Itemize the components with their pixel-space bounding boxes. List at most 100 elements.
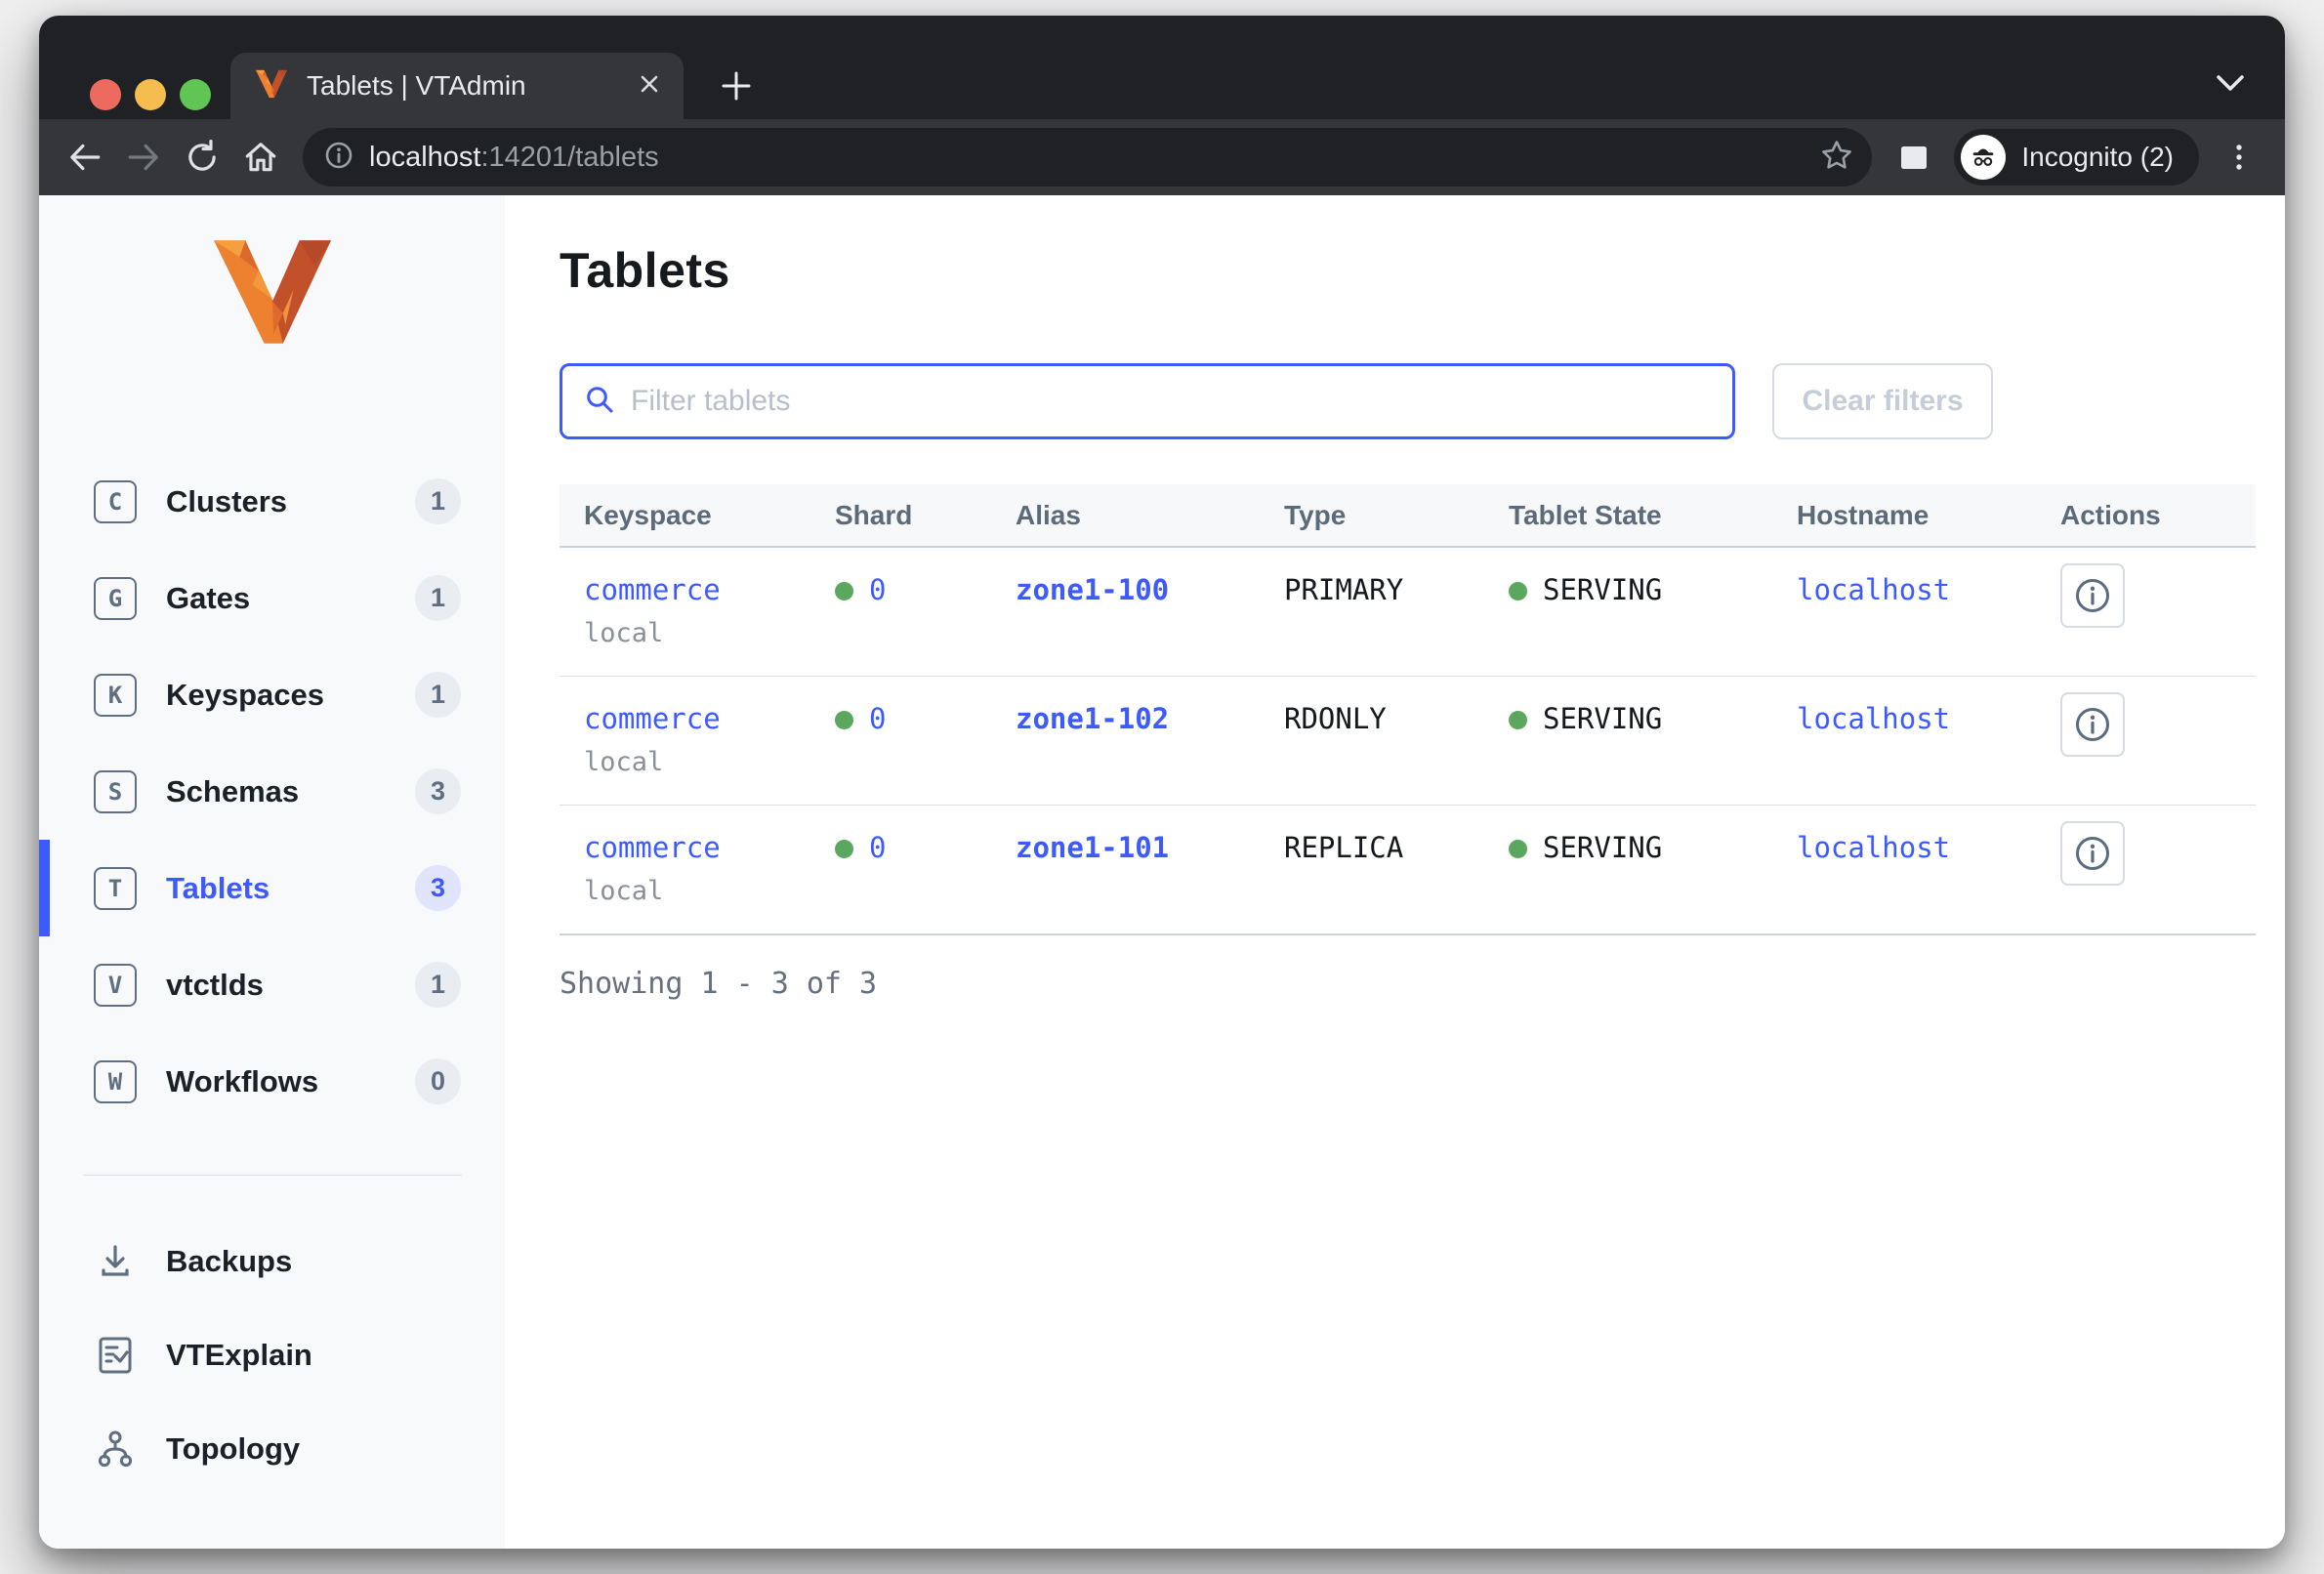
table-row: commerce local 0 zone1-100 PRIMARY SERVI… — [560, 547, 2256, 677]
tablet-alias-link[interactable]: zone1-101 — [1016, 831, 1170, 864]
address-bar[interactable]: localhost:14201/tablets — [303, 128, 1873, 186]
tablet-alias-link[interactable]: zone1-102 — [1016, 702, 1170, 735]
vitess-logo[interactable] — [39, 234, 505, 418]
page-title: Tablets — [560, 243, 730, 298]
column-header-keyspace: Keyspace — [560, 484, 810, 548]
tablet-info-button[interactable] — [2060, 692, 2125, 757]
letter-icon: C — [94, 479, 137, 523]
count-badge: 1 — [415, 575, 461, 621]
tab-tablets-vtadmin[interactable]: Tablets | VTAdmin — [230, 53, 684, 119]
sidebar-item-vtctlds[interactable]: V vtctlds 1 — [39, 936, 505, 1033]
filter-tablets-input[interactable] — [631, 385, 1713, 418]
shard-link[interactable]: 0 — [869, 702, 887, 735]
tab-title: Tablets | VTAdmin — [307, 70, 526, 101]
state-serving-dot — [1509, 711, 1527, 729]
count-badge: 0 — [415, 1058, 461, 1104]
sidebar-divider — [83, 1175, 462, 1176]
count-badge: 1 — [415, 962, 461, 1008]
hostname-link[interactable]: localhost — [1797, 702, 1951, 735]
new-tab-button[interactable] — [711, 61, 762, 111]
column-header-type: Type — [1260, 484, 1484, 548]
site-info-icon[interactable] — [324, 141, 353, 175]
tablet-state: SERVING — [1543, 702, 1663, 735]
tab-close-icon[interactable] — [637, 71, 662, 102]
side-panel-icon[interactable] — [1888, 131, 1940, 184]
back-icon[interactable] — [59, 131, 111, 184]
shard-serving-dot — [835, 582, 853, 601]
count-badge: 1 — [415, 478, 461, 524]
cluster-label: local — [584, 876, 664, 906]
shard-link[interactable]: 0 — [869, 573, 887, 606]
sidebar-item-label: Schemas — [166, 773, 300, 808]
table-header-row: Keyspace Shard Alias Type Tablet State H… — [560, 484, 2256, 548]
letter-icon: V — [94, 963, 137, 1007]
incognito-icon — [1961, 135, 2007, 180]
sidebar-item-label: Gates — [166, 580, 251, 615]
shard-serving-dot — [835, 840, 853, 858]
url-text: localhost:14201/tablets — [369, 142, 1819, 174]
window-controls — [90, 79, 211, 110]
sidebar: C Clusters 1 G Gates 1 K Keyspaces 1 S S… — [39, 195, 505, 1549]
sidebar-item-label: Clusters — [166, 483, 288, 518]
vtadmin-app: C Clusters 1 G Gates 1 K Keyspaces 1 S S… — [39, 195, 2285, 1549]
browser-window: Tablets | VTAdmin — [39, 16, 2285, 1549]
letter-icon: K — [94, 673, 137, 717]
sidebar-item-label: vtctlds — [166, 967, 264, 1002]
hostname-link[interactable]: localhost — [1797, 573, 1951, 606]
sidebar-item-label: Workflows — [166, 1063, 319, 1098]
menu-dots-icon[interactable] — [2213, 131, 2265, 184]
zoom-window-button[interactable] — [180, 79, 211, 110]
tab-strip: Tablets | VTAdmin — [39, 16, 2285, 119]
table-footer: Showing 1 - 3 of 3 — [560, 967, 878, 1001]
sidebar-item-workflows[interactable]: W Workflows 0 — [39, 1033, 505, 1130]
sidebar-item-keyspaces[interactable]: K Keyspaces 1 — [39, 646, 505, 743]
minimize-window-button[interactable] — [135, 79, 166, 110]
bookmark-star-icon[interactable] — [1819, 138, 1854, 178]
tablet-state: SERVING — [1543, 573, 1663, 606]
clear-filters-button[interactable]: Clear filters — [1772, 363, 1993, 439]
reload-icon[interactable] — [176, 131, 228, 184]
tablet-type: RDONLY — [1284, 702, 1387, 735]
count-badge: 1 — [415, 672, 461, 718]
hostname-link[interactable]: localhost — [1797, 831, 1951, 864]
sidebar-item-tablets[interactable]: T Tablets 3 — [39, 840, 505, 936]
count-badge: 3 — [415, 865, 461, 911]
shard-link[interactable]: 0 — [869, 831, 887, 864]
tablet-state: SERVING — [1543, 831, 1663, 864]
table-row: commerce local 0 zone1-102 RDONLY SERVIN… — [560, 676, 2256, 806]
keyspace-link[interactable]: commerce — [584, 573, 721, 606]
keyspace-link[interactable]: commerce — [584, 702, 721, 735]
filter-box — [560, 363, 1735, 439]
tablet-info-button[interactable] — [2060, 563, 2125, 628]
table-row: commerce local 0 zone1-101 REPLICA SERVI… — [560, 805, 2256, 935]
sidebar-item-gates[interactable]: G Gates 1 — [39, 550, 505, 646]
cluster-label: local — [584, 618, 664, 648]
tablets-table: Keyspace Shard Alias Type Tablet State H… — [560, 484, 2256, 935]
url-path: :14201/tablets — [480, 141, 659, 173]
sidebar-item-vtexplain[interactable]: VTExplain — [39, 1308, 505, 1402]
home-icon[interactable] — [234, 131, 287, 184]
topology-icon — [94, 1428, 137, 1470]
sidebar-item-backups[interactable]: Backups — [39, 1215, 505, 1308]
sidebar-item-clusters[interactable]: C Clusters 1 — [39, 453, 505, 550]
close-window-button[interactable] — [90, 79, 121, 110]
sidebar-item-schemas[interactable]: S Schemas 3 — [39, 743, 505, 840]
column-header-alias: Alias — [991, 484, 1260, 548]
sidebar-item-label: Keyspaces — [166, 677, 325, 712]
filter-row: Clear filters — [560, 363, 2285, 439]
download-icon — [94, 1240, 137, 1283]
tablet-alias-link[interactable]: zone1-100 — [1016, 573, 1170, 606]
document-check-icon — [94, 1334, 137, 1377]
tablet-type: REPLICA — [1284, 831, 1404, 864]
column-header-tablet-state: Tablet State — [1484, 484, 1772, 548]
letter-icon: G — [94, 576, 137, 620]
incognito-badge[interactable]: Incognito (2) — [1954, 129, 2199, 186]
vitess-favicon — [256, 69, 287, 104]
forward-icon[interactable] — [117, 131, 170, 184]
tablet-info-button[interactable] — [2060, 821, 2125, 886]
keyspace-link[interactable]: commerce — [584, 831, 721, 864]
tab-search-chevron-icon[interactable] — [2205, 62, 2256, 105]
column-header-hostname: Hostname — [1772, 484, 2036, 548]
letter-icon: W — [94, 1059, 137, 1103]
sidebar-item-topology[interactable]: Topology — [39, 1402, 505, 1496]
